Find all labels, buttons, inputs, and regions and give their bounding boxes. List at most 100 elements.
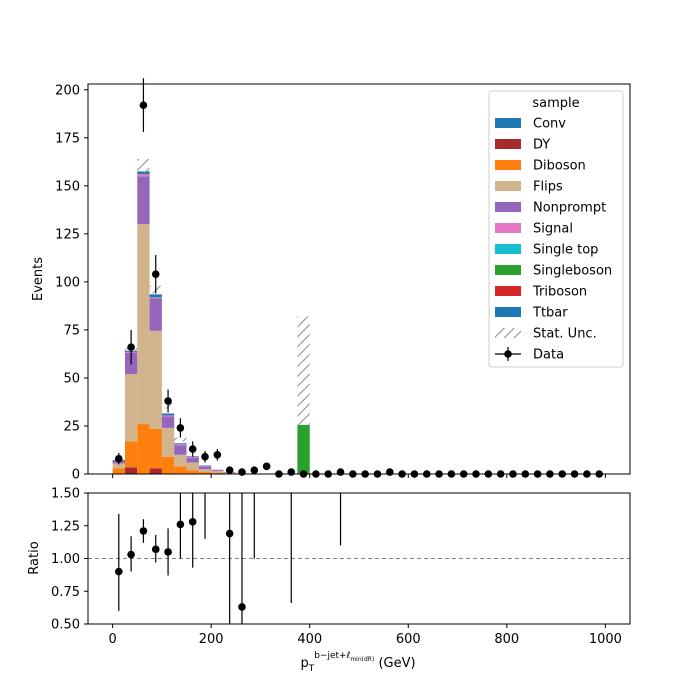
bar-diboson bbox=[198, 472, 212, 474]
bar-diboson bbox=[149, 428, 162, 469]
legend-swatch-triboson bbox=[495, 286, 521, 296]
y-tick-label: 200 bbox=[55, 83, 80, 98]
ratio-point bbox=[139, 527, 148, 535]
data-point bbox=[164, 397, 172, 405]
legend-swatch-stat-unc bbox=[495, 328, 521, 338]
legend-entries: Conv DY Diboson Flips Nonprompt Signal Single … bbox=[495, 117, 612, 363]
ratio-x-ticks: 0 200 400 600 800 1000 bbox=[108, 624, 622, 647]
y-tick-label: 75 bbox=[63, 323, 80, 338]
legend-swatch-diboson bbox=[495, 160, 521, 170]
y-tick-label: 125 bbox=[55, 227, 80, 242]
bar-ttbar bbox=[149, 294, 162, 298]
data-point bbox=[225, 466, 234, 474]
x-tick-label: 600 bbox=[396, 632, 421, 647]
bar-flips bbox=[137, 224, 150, 425]
data-point bbox=[201, 452, 209, 461]
legend-label: Stat. Unc. bbox=[533, 327, 597, 342]
legend-box bbox=[488, 90, 624, 368]
legend-label: DY bbox=[533, 138, 550, 153]
x-tick-label: 400 bbox=[297, 632, 322, 647]
ratio-y-tick-label: 0.75 bbox=[51, 585, 80, 600]
data-point bbox=[188, 445, 197, 453]
legend-label: Nonprompt bbox=[533, 201, 606, 216]
x-tick-label: 200 bbox=[199, 632, 224, 647]
bar-nonprompt bbox=[149, 298, 162, 331]
bar-diboson bbox=[174, 466, 187, 474]
legend-swatch-signal bbox=[495, 223, 521, 233]
bar-signal bbox=[161, 415, 175, 417]
bar-diboson bbox=[112, 468, 125, 474]
ratio-point bbox=[188, 518, 197, 526]
bar-nonprompt bbox=[186, 457, 199, 463]
ratio-point bbox=[151, 545, 160, 554]
ratio-plot-panel: 0.50 0.75 1.00 1.25 1.50 0 200 400 600 800 1000 R… bbox=[27, 487, 631, 647]
bar-nonprompt bbox=[198, 466, 212, 470]
ratio-y-tick-label: 1.50 bbox=[51, 487, 80, 502]
bar-flips bbox=[124, 374, 138, 442]
data-point bbox=[114, 454, 123, 463]
ratio-y-ticks: 0.50 0.75 1.00 1.25 1.50 bbox=[51, 487, 88, 633]
legend-swatch-single-top bbox=[495, 244, 521, 254]
bar-nonprompt bbox=[174, 445, 187, 455]
main-y-axis-label: Events bbox=[31, 257, 46, 301]
main-x-ticks bbox=[112, 474, 606, 478]
x-tick-label: 0 bbox=[108, 632, 116, 647]
y-tick-label: 0 bbox=[72, 468, 80, 483]
stat-unc-band bbox=[174, 437, 187, 442]
legend-label: Single top bbox=[533, 243, 598, 258]
main-axes-frame bbox=[87, 83, 631, 475]
bar-flips bbox=[149, 330, 162, 429]
legend: sample Conv DY Diboson Flips Nonprompt Signal… bbox=[488, 90, 624, 368]
bar-ttbar bbox=[161, 413, 175, 416]
x-axis-label: pTb−jet+ℓmin(dR) (GeV) bbox=[300, 651, 415, 674]
bar-signal bbox=[198, 465, 212, 467]
data-point bbox=[287, 468, 296, 476]
stat-unc-band bbox=[137, 158, 150, 175]
bar-diboson bbox=[124, 441, 138, 468]
ratio-point bbox=[164, 548, 172, 556]
data-point bbox=[176, 424, 185, 432]
bar-flips bbox=[174, 454, 187, 467]
legend-label: Data bbox=[533, 348, 564, 363]
bar-signal bbox=[137, 174, 150, 177]
ratio-point bbox=[238, 603, 246, 611]
data-point bbox=[250, 466, 259, 474]
legend-swatch-nonprompt bbox=[495, 202, 521, 212]
y-tick-label: 25 bbox=[63, 419, 80, 434]
legend-label: Conv bbox=[533, 117, 566, 132]
bar-singleboson bbox=[297, 425, 310, 474]
legend-swatch-data bbox=[504, 350, 512, 358]
main-y-ticks: 0 25 50 75 100 125 150 175 200 bbox=[55, 83, 88, 483]
legend-swatch-ttbar bbox=[495, 307, 521, 317]
data-point bbox=[336, 468, 345, 476]
data-point bbox=[262, 462, 271, 471]
legend-label: Singleboson bbox=[533, 264, 612, 279]
ratio-points bbox=[114, 493, 342, 624]
ratio-y-tick-label: 0.50 bbox=[51, 618, 80, 633]
legend-swatch-flips bbox=[495, 181, 521, 191]
ratio-point bbox=[127, 550, 135, 559]
ratio-y-axis-label: Ratio bbox=[27, 541, 42, 574]
legend-label: Ttbar bbox=[532, 306, 568, 321]
data-point bbox=[213, 450, 222, 459]
legend-label: Diboson bbox=[533, 159, 586, 174]
bar-diboson bbox=[186, 470, 199, 474]
legend-swatch-conv bbox=[495, 118, 521, 128]
bar-diboson bbox=[161, 456, 175, 474]
legend-title: sample bbox=[532, 96, 579, 111]
bar-nonprompt bbox=[211, 470, 224, 472]
bar-signal bbox=[174, 444, 187, 446]
bar-ttbar bbox=[174, 443, 187, 445]
bar-flips bbox=[198, 469, 212, 473]
bar-dy bbox=[124, 467, 138, 474]
data-point bbox=[151, 270, 160, 278]
ratio-y-tick-label: 1.25 bbox=[51, 519, 80, 534]
x-tick-label: 800 bbox=[494, 632, 519, 647]
ratio-point bbox=[176, 520, 185, 529]
legend-label: Flips bbox=[533, 180, 563, 195]
bar-flips bbox=[112, 463, 125, 469]
ratio-point bbox=[225, 529, 234, 538]
data-point bbox=[127, 343, 135, 352]
bar-flips bbox=[186, 462, 199, 471]
stacked-histogram-bars bbox=[112, 171, 310, 474]
